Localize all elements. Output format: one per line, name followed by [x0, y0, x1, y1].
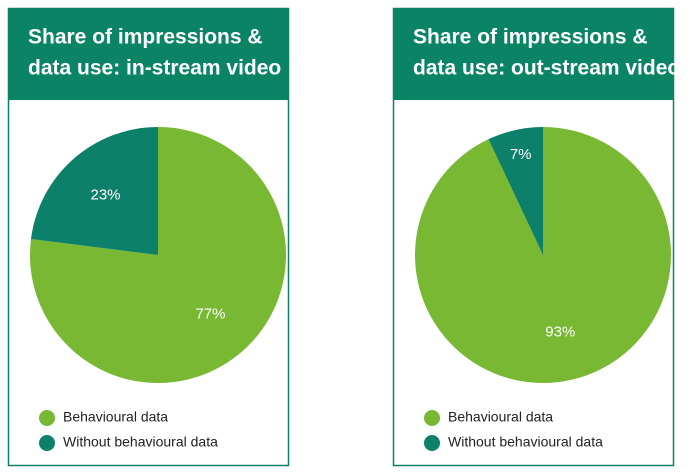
- chart-title: Share of impressions &: [413, 26, 648, 49]
- slice-label: 93%: [545, 323, 575, 340]
- panel-header: [8, 8, 289, 100]
- legend-label: Behavioural data: [63, 409, 168, 425]
- chart-title: Share of impressions &: [28, 26, 263, 49]
- legend-label: Behavioural data: [448, 409, 553, 425]
- chart-title: data use: in-stream video: [28, 57, 281, 80]
- slice-label: 77%: [195, 305, 225, 322]
- slice-label: 23%: [91, 186, 121, 203]
- legend-swatch: [39, 410, 55, 426]
- legend-swatch: [424, 435, 440, 451]
- panel-header: [393, 8, 674, 100]
- legend-swatch: [424, 410, 440, 426]
- legend-label: Without behavioural data: [63, 434, 218, 450]
- legend-swatch: [39, 435, 55, 451]
- pie-slice: [31, 127, 159, 255]
- chart-title: data use: out-stream video: [413, 57, 680, 80]
- legend-label: Without behavioural data: [448, 434, 603, 450]
- slice-label: 7%: [510, 146, 532, 163]
- pie-slice: [488, 127, 543, 255]
